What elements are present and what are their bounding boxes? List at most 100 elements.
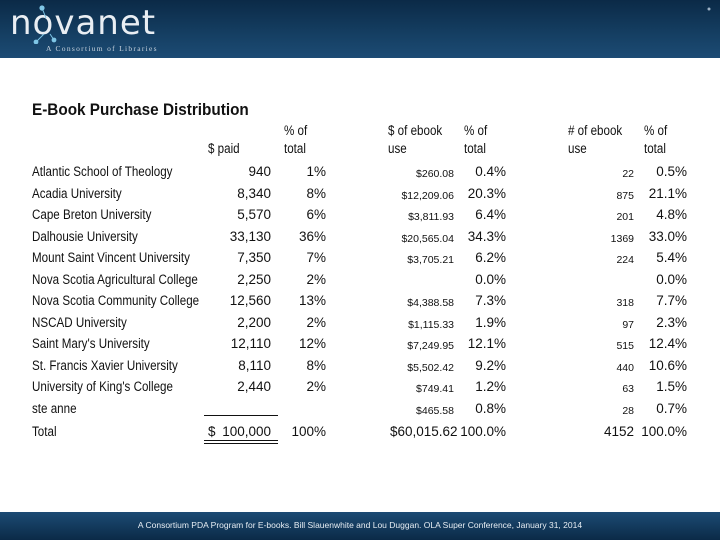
logo-tagline: A Consortium of Libraries — [46, 44, 158, 53]
logo-network-icon — [33, 5, 57, 44]
header-pct-count-line2: total — [644, 141, 666, 156]
corner-mark-icon — [707, 7, 711, 11]
cell-paid: 940 — [248, 164, 271, 179]
novanet-logo: novanet A Consortium of Libraries — [10, 3, 157, 53]
cell-pct-paid: 8% — [306, 185, 326, 201]
cell-count: 224 — [616, 254, 634, 266]
total-pct-use: 100.0% — [460, 424, 506, 439]
header-count-line1: # of ebook — [568, 123, 623, 138]
cell-pct-paid: 2% — [306, 379, 326, 394]
header-paid: $ paid — [208, 141, 240, 156]
cell-count: 515 — [616, 340, 634, 352]
cell-institution: Saint Mary's University — [32, 336, 150, 351]
cell-paid: 12,560 — [229, 293, 271, 308]
cell-use-value: $465.58 — [416, 404, 454, 417]
cell-pct-use: 12.1% — [467, 336, 506, 351]
cell-pct-paid: 7% — [306, 250, 326, 265]
cell-pct-use: 6.4% — [475, 207, 506, 222]
total-count: 4152 — [603, 424, 634, 439]
cell-count: 875 — [616, 189, 634, 202]
header-pct-use-line1: % of — [464, 123, 488, 138]
cell-pct-use: 1.9% — [475, 314, 506, 330]
cell-use-value: $749.41 — [416, 383, 454, 395]
cell-pct-paid: 1% — [306, 164, 326, 179]
cell-paid: 12,110 — [230, 336, 271, 351]
cell-pct-count: 2.3% — [656, 314, 687, 330]
cell-use-value: $12,209.06 — [401, 189, 454, 202]
cell-pct-use: 0.8% — [475, 400, 506, 416]
header-pct-count-line1: % of — [644, 123, 668, 138]
cell-pct-paid: 6% — [306, 207, 326, 222]
cell-pct-use: 20.3% — [467, 185, 506, 201]
cell-pct-use: 7.3% — [475, 293, 506, 308]
cell-paid: 2,440 — [237, 379, 271, 394]
cell-use-value: $3,811.93 — [408, 211, 454, 223]
total-currency: $ — [208, 424, 216, 439]
cell-institution: Cape Breton University — [32, 207, 152, 222]
cell-institution: Acadia University — [32, 185, 122, 201]
cell-institution: NSCAD University — [32, 314, 127, 330]
cell-count: 22 — [622, 168, 634, 180]
cell-paid: 5,570 — [237, 207, 271, 222]
cell-pct-count: 12.4% — [648, 336, 687, 351]
cell-pct-count: 33.0% — [648, 228, 687, 244]
cell-pct-use: 0.4% — [475, 164, 506, 179]
cell-count: 201 — [616, 211, 634, 223]
cell-pct-paid: 12% — [298, 336, 326, 351]
cell-institution: Nova Scotia Community College — [32, 293, 200, 308]
cell-pct-paid: 13% — [298, 293, 326, 308]
total-rule-top — [204, 415, 278, 416]
cell-pct-count: 0.5% — [656, 164, 687, 179]
cell-use-value: $7,249.95 — [407, 340, 454, 352]
table-title: E-Book Purchase Distribution — [32, 100, 249, 119]
cell-pct-paid: 2% — [306, 314, 326, 330]
cell-pct-count: 4.8% — [656, 207, 687, 222]
total-rule-bottom-1 — [204, 440, 278, 441]
cell-pct-use: 34.3% — [467, 228, 506, 244]
cell-pct-count: 0.0% — [656, 271, 687, 287]
cell-pct-use: 6.2% — [475, 250, 506, 265]
cell-use-value: $4,388.58 — [407, 297, 454, 309]
cell-pct-count: 1.5% — [656, 379, 687, 394]
cell-count: 28 — [622, 404, 634, 417]
cell-paid: 8,110 — [238, 357, 271, 373]
header-pct-paid-line1: % of — [284, 123, 308, 138]
cell-pct-count: 21.1% — [648, 185, 687, 201]
total-label: Total — [32, 424, 57, 439]
cell-pct-count: 0.7% — [656, 400, 687, 416]
cell-count: 1369 — [610, 232, 634, 245]
cell-pct-count: 10.6% — [648, 357, 687, 373]
header-pct-paid-line2: total — [284, 141, 306, 156]
cell-institution: ste anne — [32, 400, 77, 416]
logo-wordmark: novanet — [10, 3, 157, 43]
cell-paid: 8,340 — [237, 185, 271, 201]
total-paid: 100,000 — [222, 424, 271, 439]
cell-use-value: $20,565.04 — [401, 232, 454, 245]
cell-pct-use: 9.2% — [475, 357, 506, 373]
cell-institution: Nova Scotia Agricultural College — [32, 271, 198, 287]
cell-use-value: $1,115.33 — [408, 318, 454, 331]
cell-institution: Mount Saint Vincent University — [32, 250, 190, 265]
cell-use-value: $5,502.42 — [407, 361, 454, 374]
footer-caption: A Consortium PDA Program for E-books. Bi… — [137, 520, 583, 530]
cell-count: 63 — [622, 383, 634, 395]
cell-institution: Dalhousie University — [32, 228, 138, 244]
total-use-value: $60,015.62 — [390, 424, 458, 439]
cell-count: 318 — [616, 297, 634, 309]
total-pct-paid: 100% — [291, 424, 326, 439]
cell-use-value: $3,705.21 — [407, 254, 454, 266]
cell-use-value: $260.08 — [416, 168, 454, 180]
cell-pct-paid: 36% — [298, 228, 326, 244]
footer-bar: A Consortium PDA Program for E-books. Bi… — [0, 512, 720, 540]
cell-institution: University of King's College — [32, 379, 173, 394]
cell-pct-count: 7.7% — [656, 293, 687, 308]
total-rule-bottom-2 — [204, 443, 278, 444]
cell-count: 440 — [616, 361, 634, 374]
header-count-line2: use — [568, 141, 587, 156]
cell-pct-use: 1.2% — [475, 379, 506, 394]
cell-pct-paid: 8% — [306, 357, 326, 373]
cell-paid: 2,200 — [237, 314, 271, 330]
header-use-line1: $ of ebook — [388, 123, 443, 138]
cell-paid: 2,250 — [237, 271, 271, 287]
header-bar: novanet A Consortium of Libraries — [0, 0, 720, 58]
